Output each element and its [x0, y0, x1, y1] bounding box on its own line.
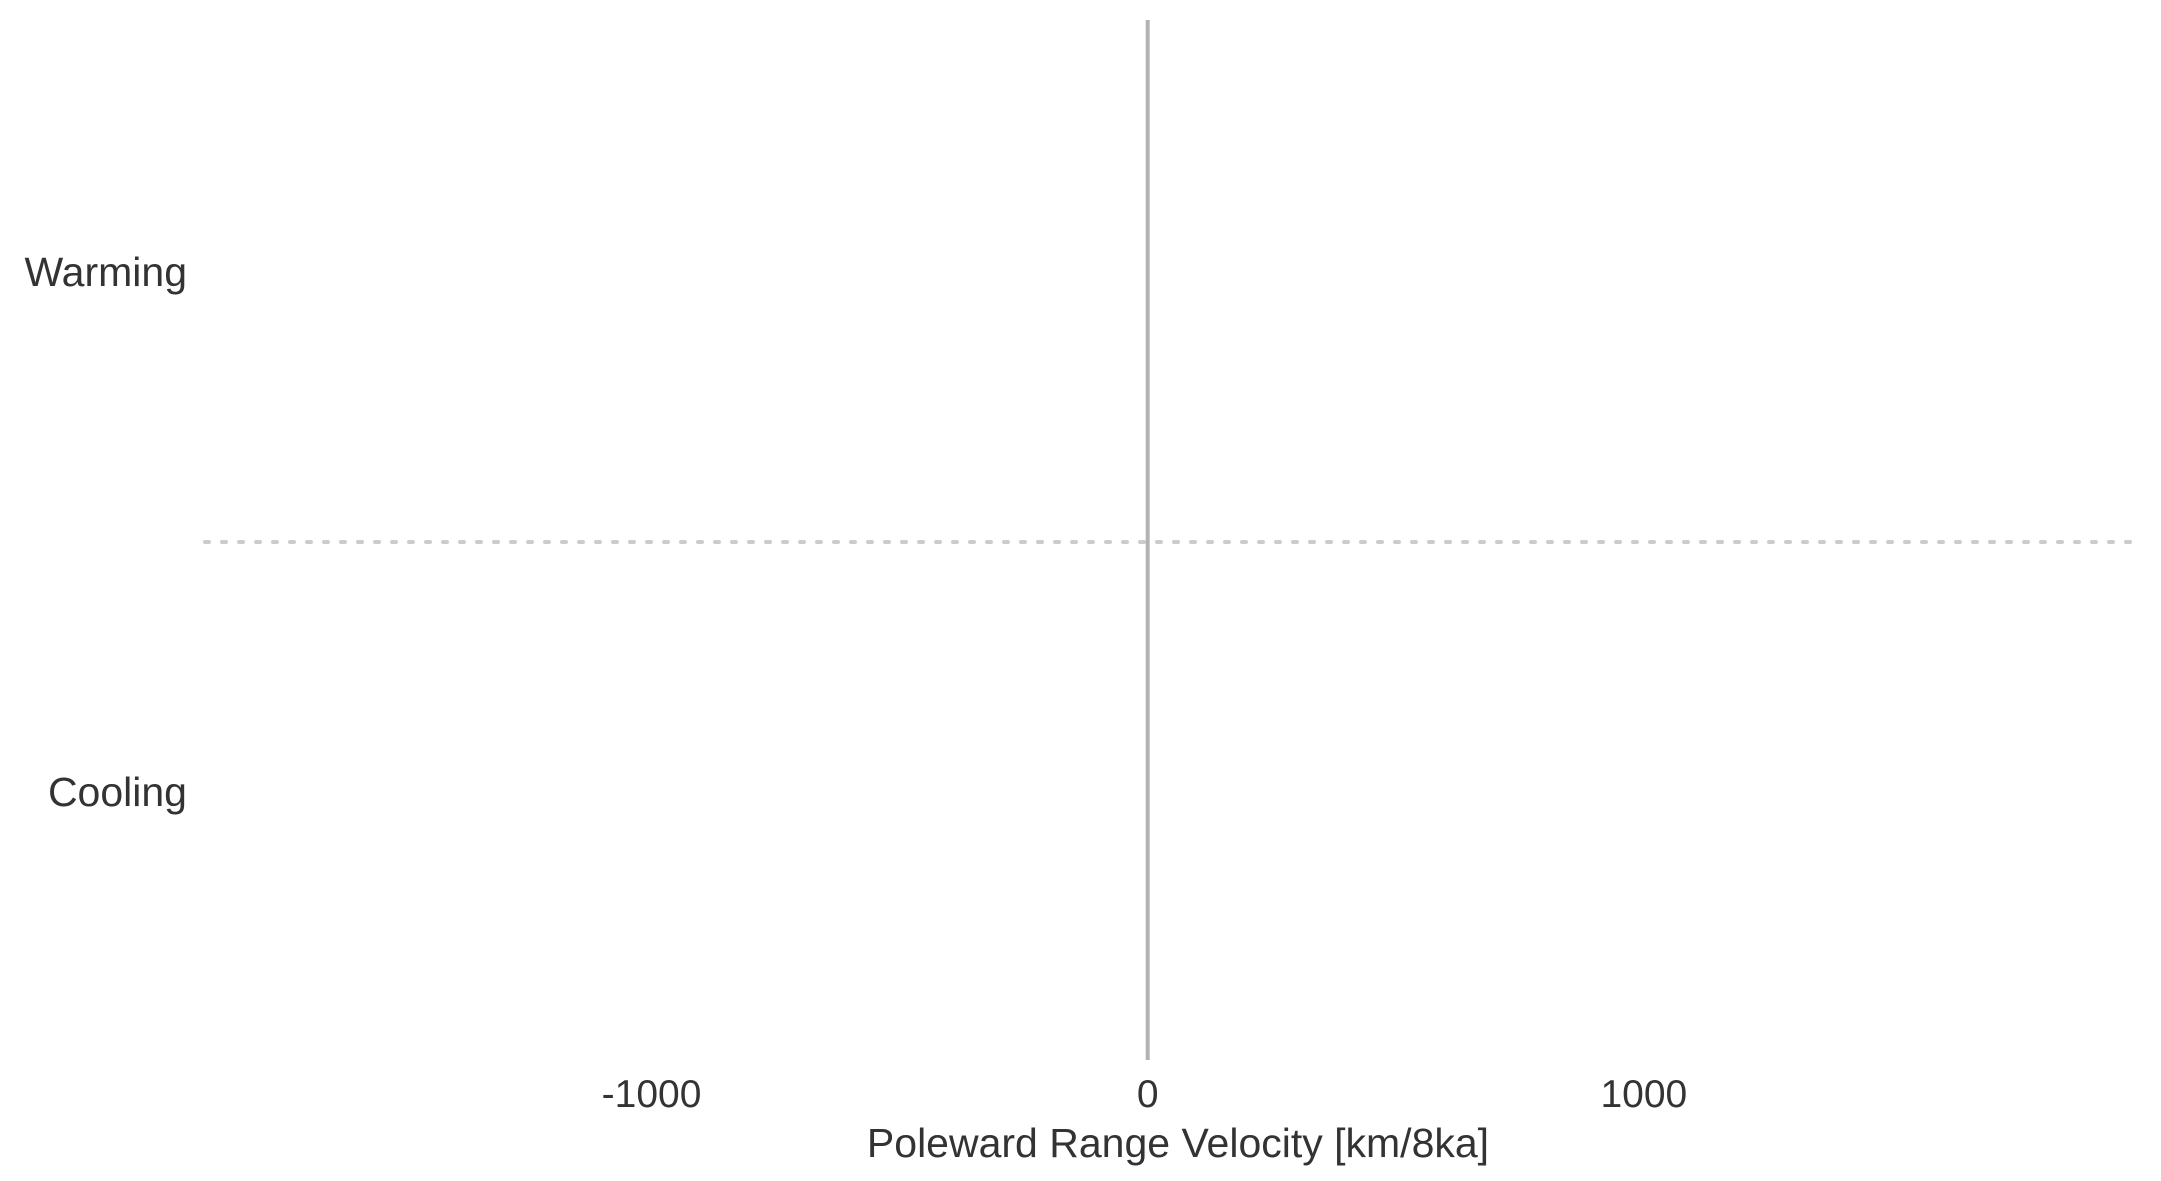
category-label-warming: Warming: [25, 249, 188, 295]
category-label-cooling: Cooling: [48, 769, 187, 815]
x-tick-label: 1000: [1600, 1073, 1687, 1116]
x-tick-label: -1000: [602, 1073, 702, 1116]
x-tick-labels: -1000 0 1000: [602, 1073, 1688, 1116]
x-axis-label: Poleward Range Velocity [km/8ka]: [867, 1120, 1489, 1166]
x-tick-label: 0: [1137, 1073, 1159, 1116]
category-labels: Warming Cooling: [25, 249, 188, 815]
